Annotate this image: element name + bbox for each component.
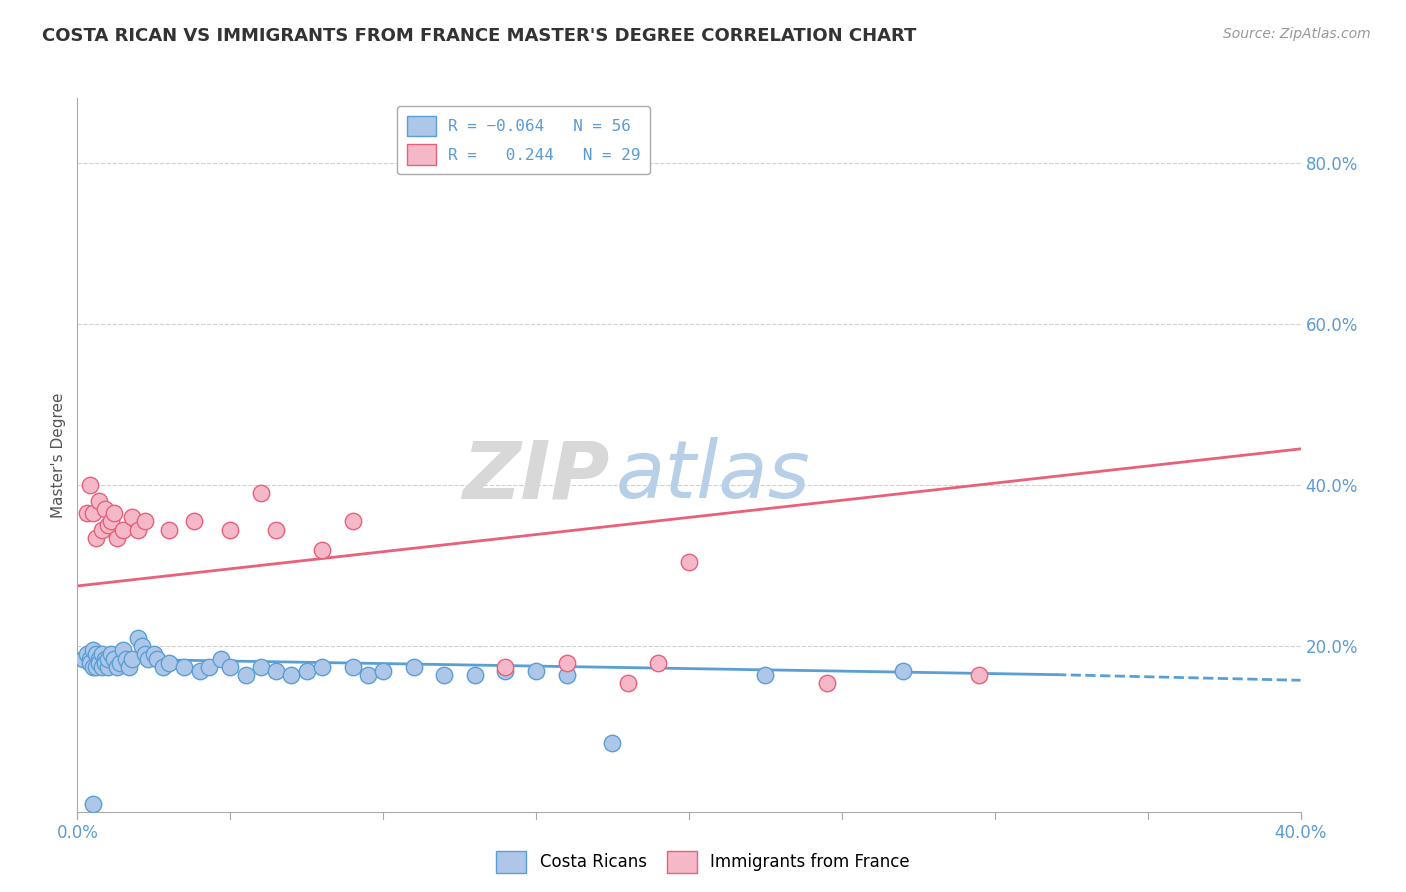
Point	[495, 659, 517, 673]
Point	[647, 656, 669, 670]
Point	[79, 651, 101, 665]
Point	[311, 659, 333, 673]
Point	[79, 478, 101, 492]
Point	[108, 656, 131, 670]
Point	[94, 656, 117, 670]
Point	[76, 648, 98, 662]
Point	[82, 643, 104, 657]
Point	[188, 664, 211, 678]
Point	[103, 507, 125, 521]
Point	[754, 667, 776, 681]
Point	[219, 523, 242, 537]
Point	[142, 648, 165, 662]
Point	[371, 664, 394, 678]
Point	[146, 651, 169, 665]
Point	[94, 502, 117, 516]
Point	[115, 651, 138, 665]
Point	[128, 632, 150, 646]
Point	[357, 667, 380, 681]
Point	[97, 518, 120, 533]
Point	[157, 523, 180, 537]
Point	[131, 640, 153, 654]
Point	[112, 523, 135, 537]
Point	[105, 659, 128, 673]
Point	[250, 486, 273, 500]
Point	[90, 523, 112, 537]
Point	[97, 659, 120, 673]
Point	[555, 667, 578, 681]
Point	[295, 664, 318, 678]
Point	[94, 651, 117, 665]
Point	[82, 659, 104, 673]
Point	[183, 515, 205, 529]
Point	[433, 667, 456, 681]
Point	[173, 659, 195, 673]
Point	[152, 659, 174, 673]
Point	[90, 648, 112, 662]
Y-axis label: Master's Degree: Master's Degree	[51, 392, 66, 517]
Point	[84, 531, 107, 545]
Legend: R = −0.064   N = 56, R =   0.244   N = 29: R = −0.064 N = 56, R = 0.244 N = 29	[398, 106, 651, 174]
Point	[90, 659, 112, 673]
Point	[555, 656, 578, 670]
Point	[602, 736, 624, 750]
Point	[235, 667, 257, 681]
Point	[342, 515, 364, 529]
Point	[891, 664, 914, 678]
Point	[815, 675, 838, 690]
Point	[134, 648, 156, 662]
Point	[118, 659, 141, 673]
Legend: Costa Ricans, Immigrants from France: Costa Ricans, Immigrants from France	[489, 845, 917, 880]
Point	[209, 651, 232, 665]
Point	[121, 510, 143, 524]
Point	[342, 659, 364, 673]
Point	[264, 664, 287, 678]
Point	[79, 656, 101, 670]
Point	[969, 667, 991, 681]
Point	[219, 659, 242, 673]
Point	[617, 675, 640, 690]
Point	[250, 659, 273, 673]
Point	[72, 651, 94, 665]
Point	[87, 656, 110, 670]
Text: COSTA RICAN VS IMMIGRANTS FROM FRANCE MASTER'S DEGREE CORRELATION CHART: COSTA RICAN VS IMMIGRANTS FROM FRANCE MA…	[42, 27, 917, 45]
Point	[76, 507, 98, 521]
Point	[402, 659, 425, 673]
Point	[103, 651, 125, 665]
Point	[198, 659, 221, 673]
Point	[495, 664, 517, 678]
Point	[84, 648, 107, 662]
Point	[112, 643, 135, 657]
Point	[97, 651, 120, 665]
Point	[82, 797, 104, 811]
Point	[280, 667, 302, 681]
Text: atlas: atlas	[616, 437, 810, 516]
Point	[121, 651, 143, 665]
Point	[87, 494, 110, 508]
Point	[136, 651, 159, 665]
Point	[464, 667, 486, 681]
Point	[157, 656, 180, 670]
Point	[82, 507, 104, 521]
Point	[100, 515, 122, 529]
Point	[105, 531, 128, 545]
Point	[128, 523, 150, 537]
Point	[87, 651, 110, 665]
Point	[678, 555, 700, 569]
Text: ZIP: ZIP	[463, 437, 609, 516]
Point	[311, 542, 333, 557]
Point	[84, 659, 107, 673]
Point	[134, 515, 156, 529]
Point	[100, 648, 122, 662]
Text: Source: ZipAtlas.com: Source: ZipAtlas.com	[1223, 27, 1371, 41]
Point	[264, 523, 287, 537]
Point	[524, 664, 547, 678]
